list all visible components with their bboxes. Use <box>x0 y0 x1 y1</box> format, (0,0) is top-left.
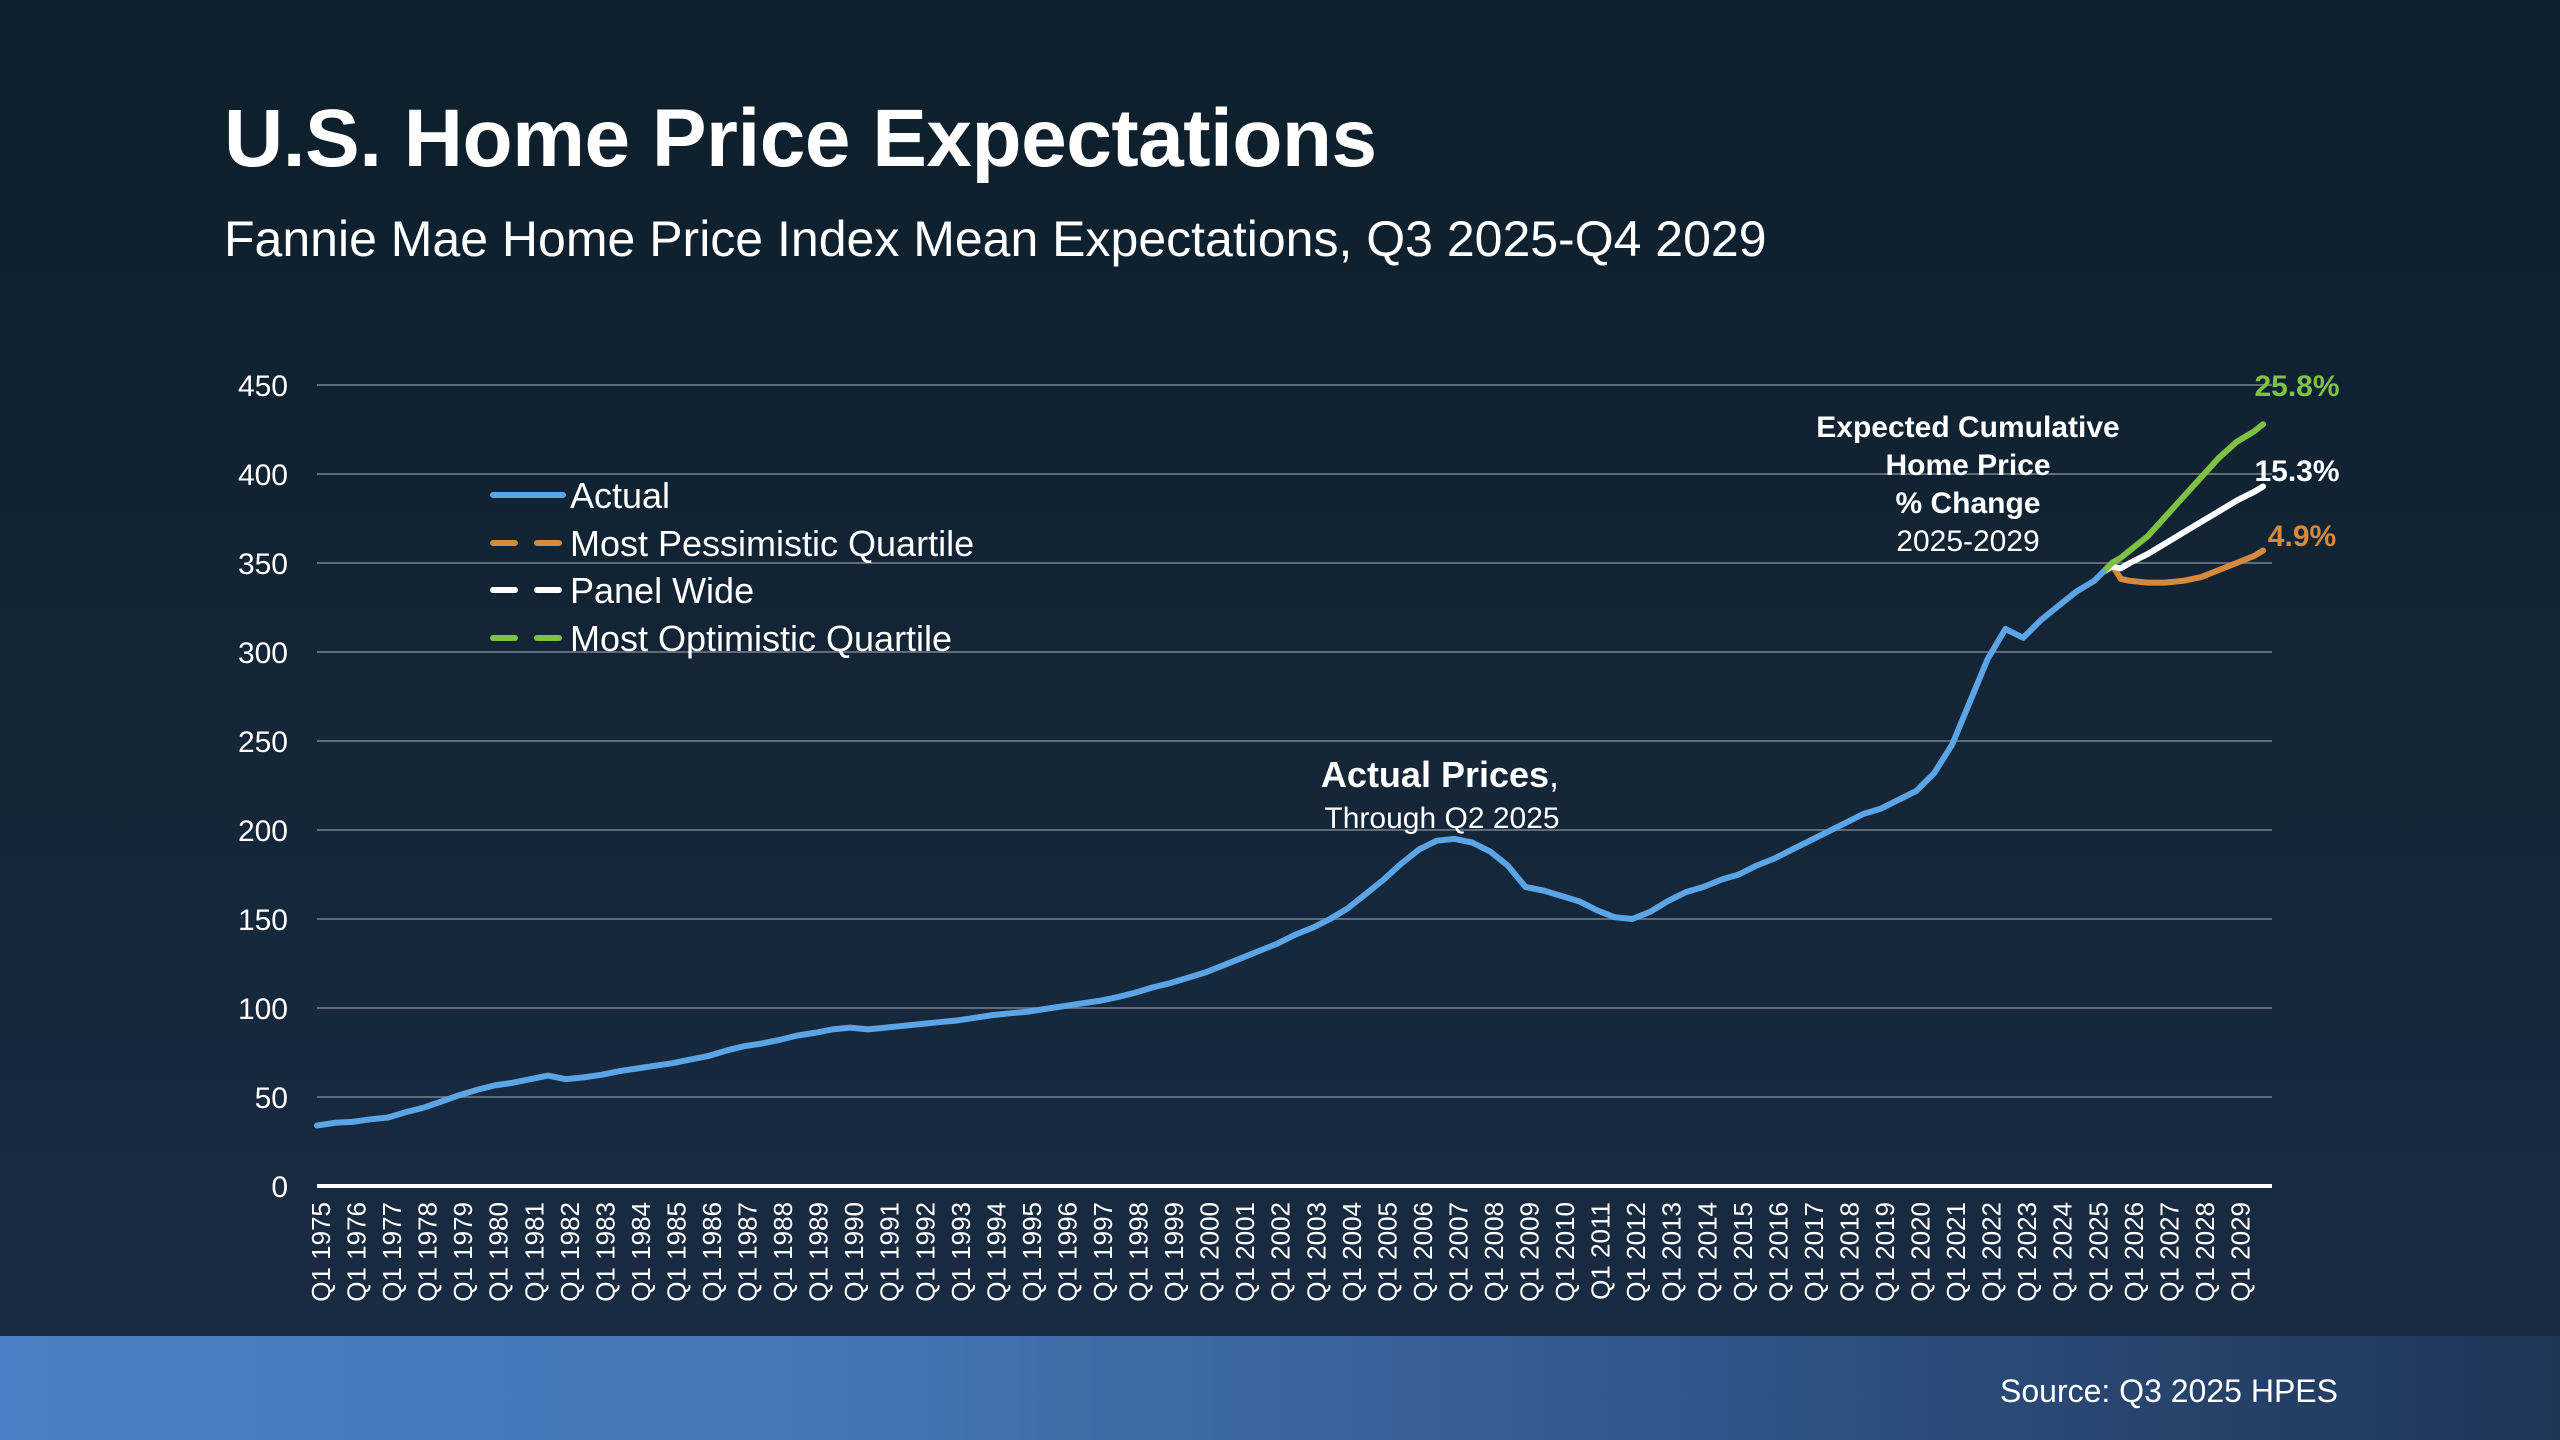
x-tick-label: Q1 1993 <box>946 1202 976 1302</box>
x-tick-label: Q1 1978 <box>413 1202 443 1302</box>
label-panel-pct: 15.3% <box>2254 455 2339 488</box>
y-tick-label: 0 <box>271 1171 288 1204</box>
x-tick-label: Q1 2008 <box>1479 1202 1509 1302</box>
annotation-expected-line4: 2025-2029 <box>1896 525 2039 558</box>
x-tick-label: Q1 1987 <box>733 1202 763 1302</box>
label-optimistic-pct: 25.8% <box>2254 370 2339 403</box>
x-tick-label: Q1 2011 <box>1586 1202 1616 1300</box>
annotation-actual-prices-comma: , <box>1549 754 1559 795</box>
x-tick-label: Q1 1994 <box>981 1202 1011 1302</box>
series-line-actual <box>314 568 2107 1129</box>
x-tick-label: Q1 2001 <box>1230 1202 1260 1302</box>
x-tick-label: Q1 1989 <box>804 1202 834 1302</box>
x-tick-label: Q1 1977 <box>377 1202 407 1302</box>
x-tick-label: Q1 1976 <box>342 1202 372 1302</box>
y-tick-label: 300 <box>238 637 288 670</box>
series-line-panel <box>2100 483 2267 575</box>
x-tick-label: Q1 2029 <box>2225 1202 2255 1302</box>
x-tick-label: Q1 1991 <box>875 1202 905 1302</box>
source-note: Source: Q3 2025 HPES <box>2000 1373 2338 1409</box>
x-tick-label: Q1 1975 <box>306 1202 336 1302</box>
x-tick-label: Q1 2004 <box>1337 1202 1367 1302</box>
x-tick-label: Q1 2023 <box>2012 1202 2042 1302</box>
label-pessimistic-pct: 4.9% <box>2268 520 2336 553</box>
x-tick-label: Q1 1992 <box>910 1202 940 1302</box>
legend-label-optimistic: Most Optimistic Quartile <box>570 618 952 659</box>
footer-band <box>0 1336 2560 1440</box>
annotation-actual-prices-title: Actual Prices <box>1321 754 1549 795</box>
x-tick-label: Q1 2020 <box>1906 1202 1936 1302</box>
x-tick-label: Q1 2015 <box>1728 1202 1758 1302</box>
y-tick-label: 50 <box>255 1082 288 1115</box>
legend-label-pessimistic: Most Pessimistic Quartile <box>570 523 974 564</box>
x-tick-label: Q1 1982 <box>555 1202 585 1302</box>
annotation-expected-line1: Expected Cumulative <box>1816 411 2119 444</box>
gridlines <box>317 384 2272 1188</box>
x-tick-label: Q1 2010 <box>1550 1202 1580 1302</box>
series-line-optimistic <box>2100 421 2267 575</box>
x-tick-label: Q1 1998 <box>1124 1202 1154 1302</box>
annotation-actual-prices: Actual Prices, <box>1321 754 1559 795</box>
x-tick-label: Q1 1990 <box>839 1202 869 1302</box>
series-line-pessimistic <box>2100 547 2267 586</box>
x-tick-label: Q1 2002 <box>1266 1202 1296 1302</box>
x-tick-label: Q1 2028 <box>2190 1202 2220 1302</box>
x-tick-label: Q1 1999 <box>1159 1202 1189 1302</box>
x-tick-label: Q1 1986 <box>697 1202 727 1302</box>
x-tick-label: Q1 1988 <box>768 1202 798 1302</box>
x-tick-label: Q1 2000 <box>1195 1202 1225 1302</box>
legend-label-panel: Panel Wide <box>570 570 754 611</box>
x-tick-label: Q1 1984 <box>626 1202 656 1302</box>
y-tick-label: 450 <box>238 370 288 403</box>
x-tick-label: Q1 2017 <box>1799 1202 1829 1302</box>
x-tick-label: Q1 1981 <box>519 1202 549 1302</box>
y-tick-label: 350 <box>238 548 288 581</box>
x-tick-label: Q1 2003 <box>1301 1202 1331 1302</box>
x-tick-label: Q1 2012 <box>1621 1202 1651 1302</box>
y-tick-label: 100 <box>238 993 288 1026</box>
y-tick-label: 200 <box>238 815 288 848</box>
x-tick-label: Q1 1980 <box>484 1202 514 1302</box>
x-tick-label: Q1 2022 <box>1977 1202 2007 1302</box>
x-tick-label: Q1 2016 <box>1763 1202 1793 1302</box>
annotation-actual-prices-sub: Through Q2 2025 <box>1324 802 1559 835</box>
x-tick-label: Q1 1985 <box>661 1202 691 1302</box>
x-tick-label: Q1 2013 <box>1657 1202 1687 1302</box>
page-title: U.S. Home Price Expectations <box>224 93 1377 184</box>
annotation-expected-line2: Home Price <box>1885 449 2050 482</box>
y-tick-label: 250 <box>238 726 288 759</box>
x-tick-label: Q1 2025 <box>2083 1202 2113 1302</box>
x-tick-label: Q1 2019 <box>1870 1202 1900 1302</box>
x-tick-label: Q1 2007 <box>1443 1202 1473 1302</box>
x-tick-label: Q1 1995 <box>1017 1202 1047 1302</box>
x-tick-label: Q1 2005 <box>1372 1202 1402 1302</box>
page-subtitle: Fannie Mae Home Price Index Mean Expecta… <box>224 211 1767 267</box>
x-tick-label: Q1 1979 <box>448 1202 478 1302</box>
x-tick-label: Q1 2027 <box>2154 1202 2184 1302</box>
x-tick-label: Q1 2024 <box>2048 1202 2078 1302</box>
x-tick-label: Q1 1997 <box>1088 1202 1118 1302</box>
x-axis-ticks: Q1 1975 Q1 1976 Q1 1977 Q1 1978 Q1 1979 Q1 19… <box>306 1202 2255 1302</box>
x-tick-label: Q1 2018 <box>1834 1202 1864 1302</box>
x-tick-label: Q1 1996 <box>1052 1202 1082 1302</box>
x-tick-label: Q1 2014 <box>1692 1202 1722 1302</box>
x-tick-label: Q1 2026 <box>2119 1202 2149 1302</box>
x-tick-label: Q1 1983 <box>590 1202 620 1302</box>
x-tick-label: Q1 2021 <box>1941 1202 1971 1302</box>
x-tick-label: Q1 2009 <box>1515 1202 1545 1302</box>
legend: Actual Most Pessimistic Quartile Panel W… <box>490 475 974 659</box>
x-tick-label: Q1 2006 <box>1408 1202 1438 1302</box>
y-axis-ticks: 0 50 100 150 200 250 300 350 400 450 <box>238 370 288 1204</box>
y-tick-label: 400 <box>238 459 288 492</box>
legend-label-actual: Actual <box>570 475 670 516</box>
series-lines <box>314 421 2267 1129</box>
annotation-expected-line3: % Change <box>1895 487 2040 520</box>
y-tick-label: 150 <box>238 904 288 937</box>
